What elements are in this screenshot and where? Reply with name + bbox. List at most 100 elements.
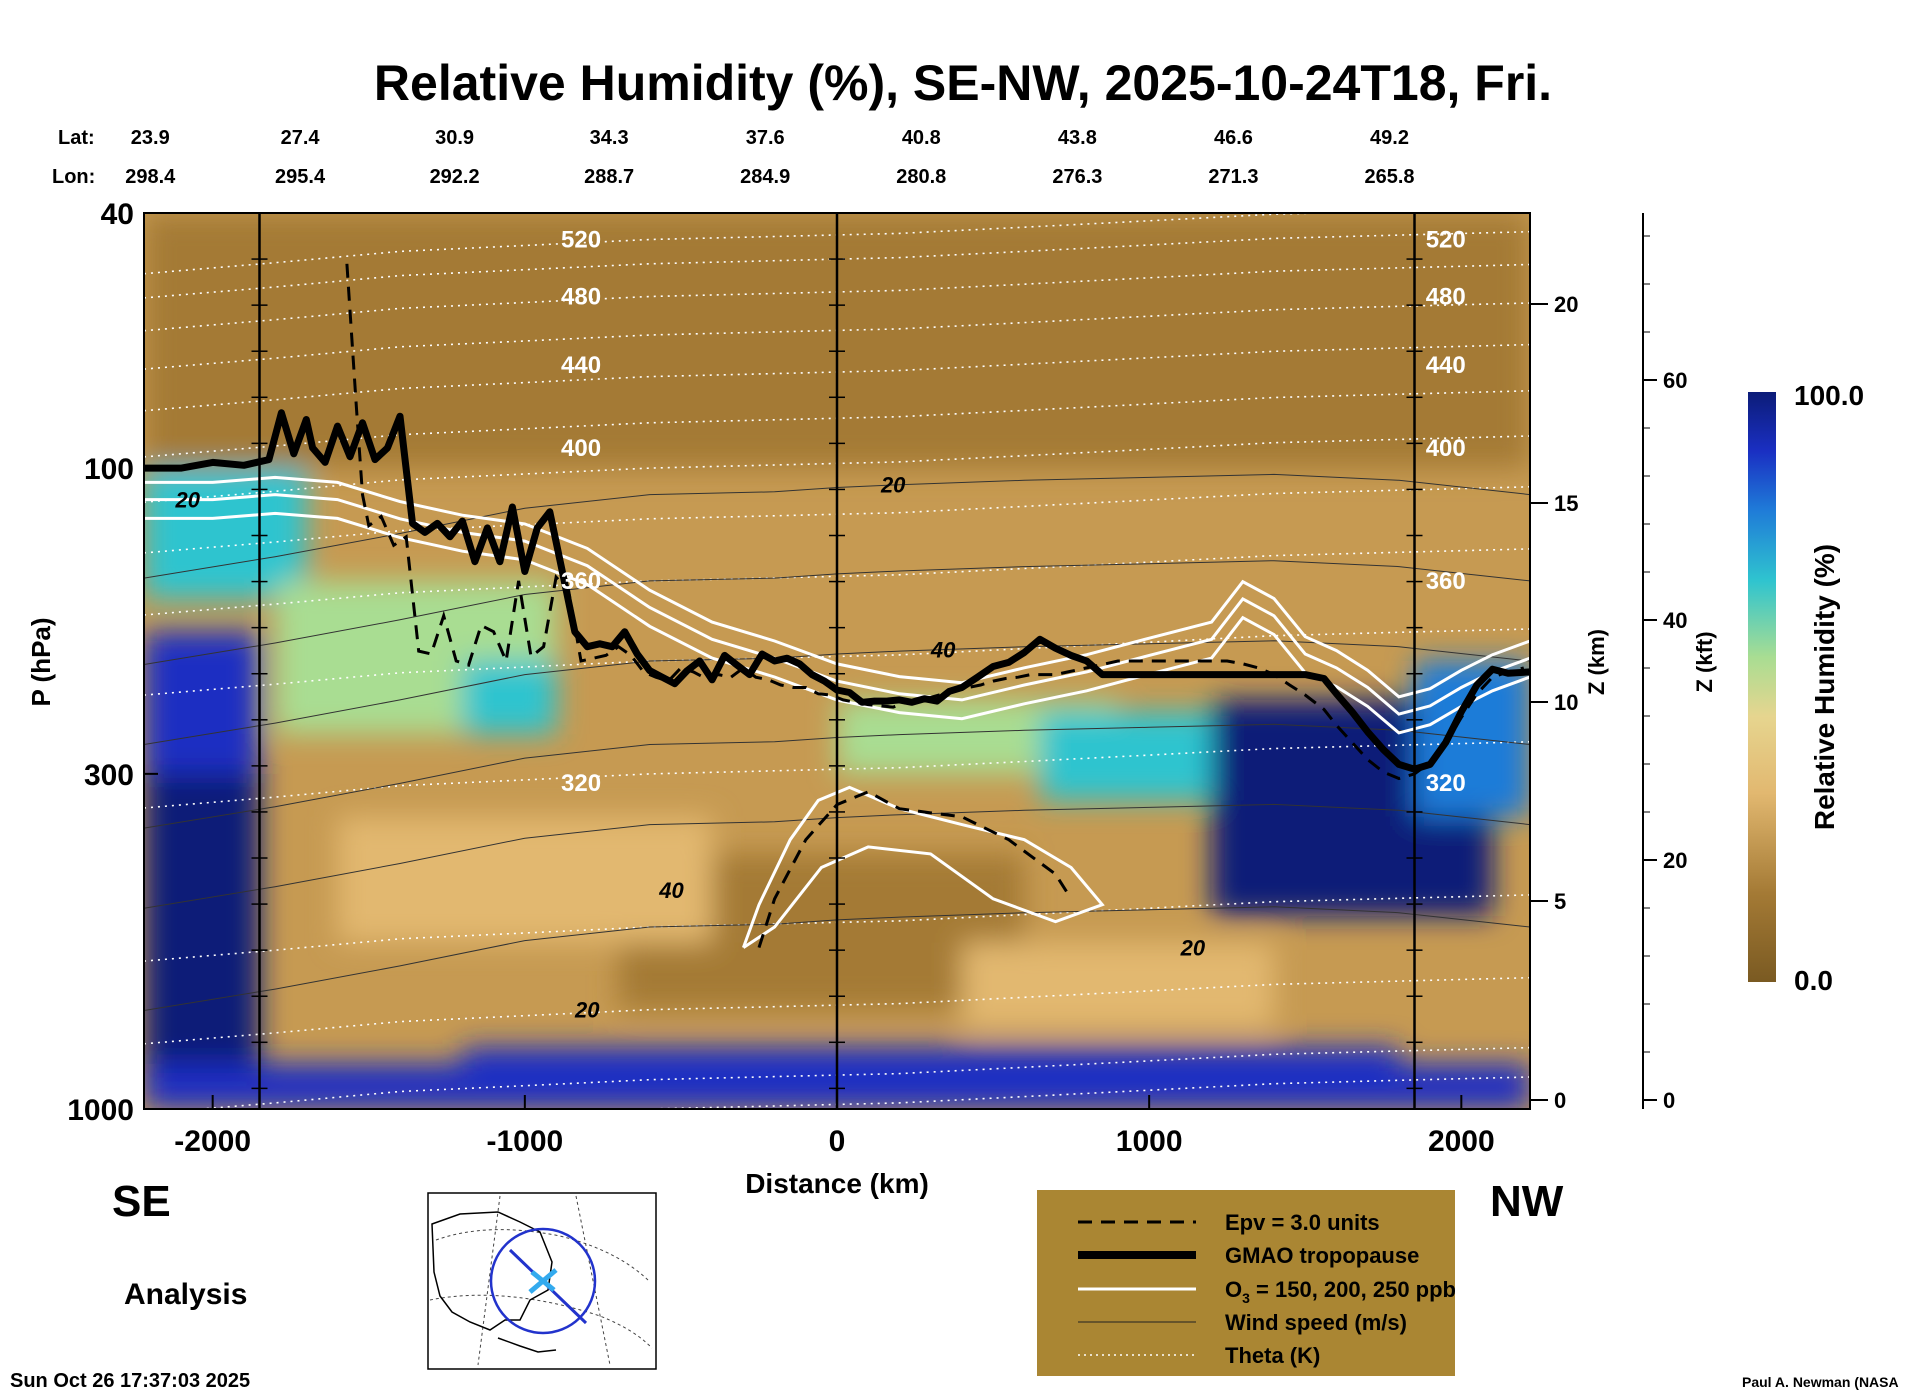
zkft-tick-label-1: 40 bbox=[1663, 608, 1687, 633]
wind-label-0: 20 bbox=[174, 488, 200, 513]
x-tick-label-2: 0 bbox=[829, 1125, 846, 1158]
rh-region-2 bbox=[144, 468, 307, 599]
lon-row-label: Lon: bbox=[52, 166, 95, 188]
epv-contour bbox=[345, 263, 1525, 949]
tropopause-path bbox=[144, 409, 1530, 773]
x-tick-label-1: -1000 bbox=[486, 1125, 563, 1158]
analysis-label: Analysis bbox=[124, 1278, 247, 1311]
chart-title: Relative Humidity (%), SE-NW, 2025-10-24… bbox=[374, 55, 1552, 111]
lon-value-2: 292.2 bbox=[430, 166, 480, 188]
z-kft-axis: 60 40 20 0 bbox=[1642, 213, 1687, 1113]
theta-label-right-5: 320 bbox=[1426, 770, 1466, 797]
wind-label-4: 20 bbox=[574, 998, 600, 1023]
z-kft-label: Z (kft) bbox=[1692, 631, 1717, 692]
lat-value-2: 30.9 bbox=[435, 127, 474, 149]
lat-value-0: 23.9 bbox=[131, 127, 170, 149]
y-axis-label: P (hPa) bbox=[26, 617, 56, 706]
theta-label-left-2: 440 bbox=[561, 352, 601, 379]
lat-value-4: 37.6 bbox=[746, 127, 785, 149]
theta-label-right-4: 360 bbox=[1426, 568, 1466, 595]
wind-label-2: 40 bbox=[930, 638, 956, 663]
rh-region-0 bbox=[144, 773, 260, 1109]
lat-value-5: 40.8 bbox=[902, 127, 941, 149]
theta-label-right-3: 400 bbox=[1426, 435, 1466, 462]
theta-label-left-4: 360 bbox=[561, 568, 601, 595]
theta-labels: 520 520 480 480 440 440 400 400 360 360 320 320 bbox=[561, 227, 1466, 797]
lon-value-7: 271.3 bbox=[1208, 166, 1258, 188]
profile-vertical-lines bbox=[251, 213, 1423, 1109]
legend-tropopause: GMAO tropopause bbox=[1225, 1243, 1419, 1268]
zkm-tick-label-4: 0 bbox=[1554, 1088, 1566, 1113]
y-tick-label-0: 40 bbox=[101, 198, 134, 231]
rh-region-4 bbox=[462, 661, 557, 735]
x-tick-label-4: 2000 bbox=[1428, 1125, 1495, 1158]
legend-wind: Wind speed (m/s) bbox=[1225, 1310, 1407, 1335]
theta-label-right-0: 520 bbox=[1426, 227, 1466, 254]
legend: Epv = 3.0 units GMAO tropopause O3 = 150… bbox=[1037, 1190, 1456, 1376]
wind-label-1: 20 bbox=[880, 472, 906, 497]
ozone-contour-2 bbox=[144, 511, 1530, 735]
legend-epv: Epv = 3.0 units bbox=[1225, 1210, 1380, 1235]
location-map bbox=[427, 1192, 657, 1370]
lon-value-4: 284.9 bbox=[740, 166, 790, 188]
lon-value-3: 288.7 bbox=[584, 166, 634, 188]
lat-value-6: 43.8 bbox=[1058, 127, 1097, 149]
lon-value-0: 298.4 bbox=[125, 166, 176, 188]
legend-theta: Theta (K) bbox=[1225, 1343, 1320, 1368]
rh-region-6 bbox=[462, 1046, 1399, 1080]
z-km-label: Z (km) bbox=[1584, 629, 1609, 695]
wind-labels: 20 20 40 40 20 20 bbox=[174, 472, 1205, 1022]
colorbar-min-label: 0.0 bbox=[1794, 965, 1833, 996]
lat-row-label: Lat: bbox=[58, 127, 95, 149]
lon-value-8: 265.8 bbox=[1364, 166, 1414, 188]
ozone-fold bbox=[741, 785, 1105, 949]
wind-label-5: 20 bbox=[1180, 936, 1206, 961]
lat-value-8: 49.2 bbox=[1370, 127, 1409, 149]
zkft-tick-label-3: 0 bbox=[1663, 1088, 1675, 1113]
rh-region-1 bbox=[144, 631, 260, 774]
zkm-tick-label-2: 10 bbox=[1554, 690, 1578, 715]
rh-region-12 bbox=[337, 816, 713, 943]
x-axis-label: Distance (km) bbox=[745, 1168, 929, 1199]
rh-region-8 bbox=[1039, 711, 1243, 801]
colorbar bbox=[1748, 392, 1776, 982]
x-tick-label-0: -2000 bbox=[174, 1125, 251, 1158]
y-tick-label-1: 100 bbox=[84, 453, 134, 486]
lon-value-5: 280.8 bbox=[896, 166, 946, 188]
theta-label-left-1: 480 bbox=[561, 284, 601, 311]
theta-label-left-5: 320 bbox=[561, 770, 601, 797]
epv-fold bbox=[757, 790, 1073, 949]
zkft-tick-label-0: 60 bbox=[1663, 368, 1687, 393]
se-label: SE bbox=[112, 1177, 171, 1226]
epv-line bbox=[345, 263, 1525, 781]
zkm-tick-label-1: 15 bbox=[1554, 491, 1578, 516]
rh-region-13 bbox=[961, 942, 1275, 1029]
lat-lon-labels: 23.9 298.4 27.4 295.4 30.9 292.2 34.3 288.7 37.6… bbox=[125, 127, 1414, 188]
lat-value-7: 46.6 bbox=[1214, 127, 1253, 149]
ozone-contour-0 bbox=[144, 475, 1530, 699]
zkm-tick-label-0: 20 bbox=[1554, 292, 1578, 317]
x-tick-label-3: 1000 bbox=[1116, 1125, 1183, 1158]
wind-label-3: 40 bbox=[658, 878, 684, 903]
timestamp-label: Sun Oct 26 17:37:03 2025 bbox=[10, 1370, 250, 1392]
colorbar-title: Relative Humidity (%) bbox=[1809, 544, 1840, 830]
y-axis: 40 100 300 1000 bbox=[67, 198, 158, 1127]
lon-value-1: 295.4 bbox=[275, 166, 326, 188]
lat-value-1: 27.4 bbox=[281, 127, 321, 149]
z-km-axis: 20 15 10 5 0 bbox=[1530, 292, 1578, 1113]
theta-label-right-2: 440 bbox=[1426, 352, 1466, 379]
zkft-tick-label-2: 20 bbox=[1663, 848, 1687, 873]
zkm-tick-label-3: 5 bbox=[1554, 889, 1566, 914]
nw-label: NW bbox=[1490, 1177, 1564, 1226]
x-axis: -2000 -1000 0 1000 2000 bbox=[174, 1095, 1495, 1158]
y-tick-label-3: 1000 bbox=[67, 1094, 134, 1127]
credit-label: Paul A. Newman (NASA bbox=[1742, 1374, 1899, 1390]
colorbar-max-label: 100.0 bbox=[1794, 380, 1864, 411]
theta-label-left-0: 520 bbox=[561, 227, 601, 254]
lat-value-3: 34.3 bbox=[590, 127, 629, 149]
theta-label-left-3: 400 bbox=[561, 435, 601, 462]
y-tick-label-2: 300 bbox=[84, 759, 134, 792]
theta-label-right-1: 480 bbox=[1426, 284, 1466, 311]
